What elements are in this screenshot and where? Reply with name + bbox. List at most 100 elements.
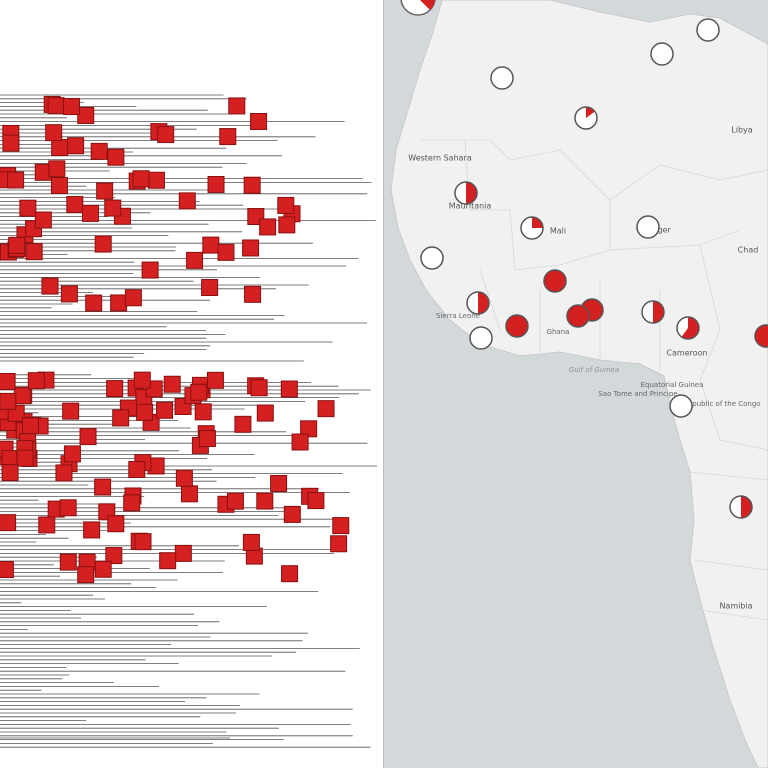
pie-outline: [676, 316, 700, 340]
pie-marker[interactable]: [641, 300, 665, 324]
pie-outline: [520, 216, 544, 240]
pie-marker[interactable]: [636, 215, 660, 239]
node-square: [300, 420, 318, 438]
node-square: [16, 449, 34, 467]
pie-fill: [567, 305, 589, 327]
node-square: [0, 514, 17, 532]
node-square: [134, 533, 152, 551]
pie-marker[interactable]: [650, 42, 674, 66]
pie-fill: [544, 270, 566, 292]
node-square: [317, 400, 335, 418]
node-square: [110, 294, 128, 312]
place-label: Sao Tome and Principe: [598, 390, 677, 398]
pie-outline: [696, 18, 720, 42]
place-label: Mali: [550, 227, 566, 236]
node-square: [106, 380, 124, 398]
node-square: [0, 392, 17, 410]
pie-marker[interactable]: [696, 18, 720, 42]
node-square: [90, 142, 108, 160]
node-square: [291, 433, 309, 451]
node-square: [50, 177, 68, 195]
node-square: [201, 279, 219, 297]
node-square: [19, 199, 37, 217]
node-square: [112, 409, 130, 427]
node-square: [85, 294, 103, 312]
place-label: Western Sahara: [408, 154, 472, 163]
node-square: [136, 403, 154, 421]
node-square: [277, 196, 295, 214]
place-label: Republic of the Congo: [683, 400, 760, 408]
pie-marker[interactable]: [454, 181, 478, 205]
pie-marker[interactable]: [490, 66, 514, 90]
node-square: [63, 445, 81, 463]
pie-outline: [650, 42, 674, 66]
node-square: [256, 492, 274, 510]
pie-bg: [670, 395, 692, 417]
node-square: [159, 552, 177, 570]
pie-outline: [505, 314, 529, 338]
pie-outline: [636, 215, 660, 239]
node-square: [59, 499, 77, 517]
node-square: [77, 106, 95, 124]
pie-outline: [729, 495, 753, 519]
pie-slice: [653, 301, 664, 323]
pie-outline: [669, 394, 693, 418]
place-label: Equatorial Guinea: [641, 381, 704, 389]
node-square: [198, 430, 216, 448]
node-square: [132, 170, 150, 188]
pie-slice: [741, 496, 752, 518]
place-label: Ghana: [547, 328, 570, 336]
pie-fill: [506, 315, 528, 337]
node-square: [107, 148, 125, 166]
pie-slice: [532, 217, 543, 228]
node-square: [307, 492, 325, 510]
node-square: [81, 204, 99, 222]
pie-marker[interactable]: [469, 326, 493, 350]
node-square: [234, 415, 252, 433]
pie-outline: [574, 106, 598, 130]
node-square: [55, 464, 73, 482]
node-square: [48, 160, 66, 178]
node-square: [51, 139, 69, 157]
pie-marker[interactable]: [566, 304, 590, 328]
node-square: [8, 236, 26, 254]
node-square: [219, 128, 237, 146]
place-label: Chad: [738, 246, 759, 255]
map-panel[interactable]: Libya Western Sahara Mauritania Mali Niger Ch…: [384, 0, 768, 768]
pie-outline: [420, 246, 444, 270]
node-square: [147, 171, 165, 189]
node-square: [280, 380, 298, 398]
pie-marker[interactable]: [505, 314, 529, 338]
node-square: [60, 285, 78, 303]
pie-marker[interactable]: [676, 316, 700, 340]
node-square: [25, 243, 43, 261]
pie-outline: [566, 304, 590, 328]
node-square: [332, 517, 350, 535]
pie-marker[interactable]: [669, 394, 693, 418]
pie-marker[interactable]: [754, 324, 768, 348]
place-label: Mauritania: [449, 202, 492, 211]
node-square: [186, 251, 204, 269]
node-square: [157, 126, 175, 144]
pie-marker[interactable]: [729, 495, 753, 519]
pie-marker[interactable]: [420, 246, 444, 270]
node-square: [256, 404, 274, 422]
land: [390, 0, 768, 768]
pie-marker[interactable]: [574, 106, 598, 130]
node-square: [63, 98, 81, 116]
pie-marker[interactable]: [520, 216, 544, 240]
node-square: [96, 182, 114, 200]
pie-outline: [466, 291, 490, 315]
pie-bg: [470, 327, 492, 349]
pie-fill: [755, 325, 768, 347]
node-square: [228, 97, 246, 115]
node-square: [128, 461, 146, 479]
pie-marker[interactable]: [543, 269, 567, 293]
pie-slice: [466, 182, 477, 204]
node-square: [47, 97, 65, 115]
pie-marker[interactable]: [466, 291, 490, 315]
node-square: [94, 560, 112, 578]
node-square: [67, 137, 85, 155]
node-square: [1, 464, 19, 482]
